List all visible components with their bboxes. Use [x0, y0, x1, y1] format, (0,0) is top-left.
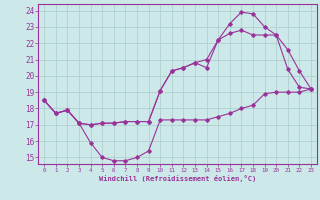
X-axis label: Windchill (Refroidissement éolien,°C): Windchill (Refroidissement éolien,°C)	[99, 175, 256, 182]
